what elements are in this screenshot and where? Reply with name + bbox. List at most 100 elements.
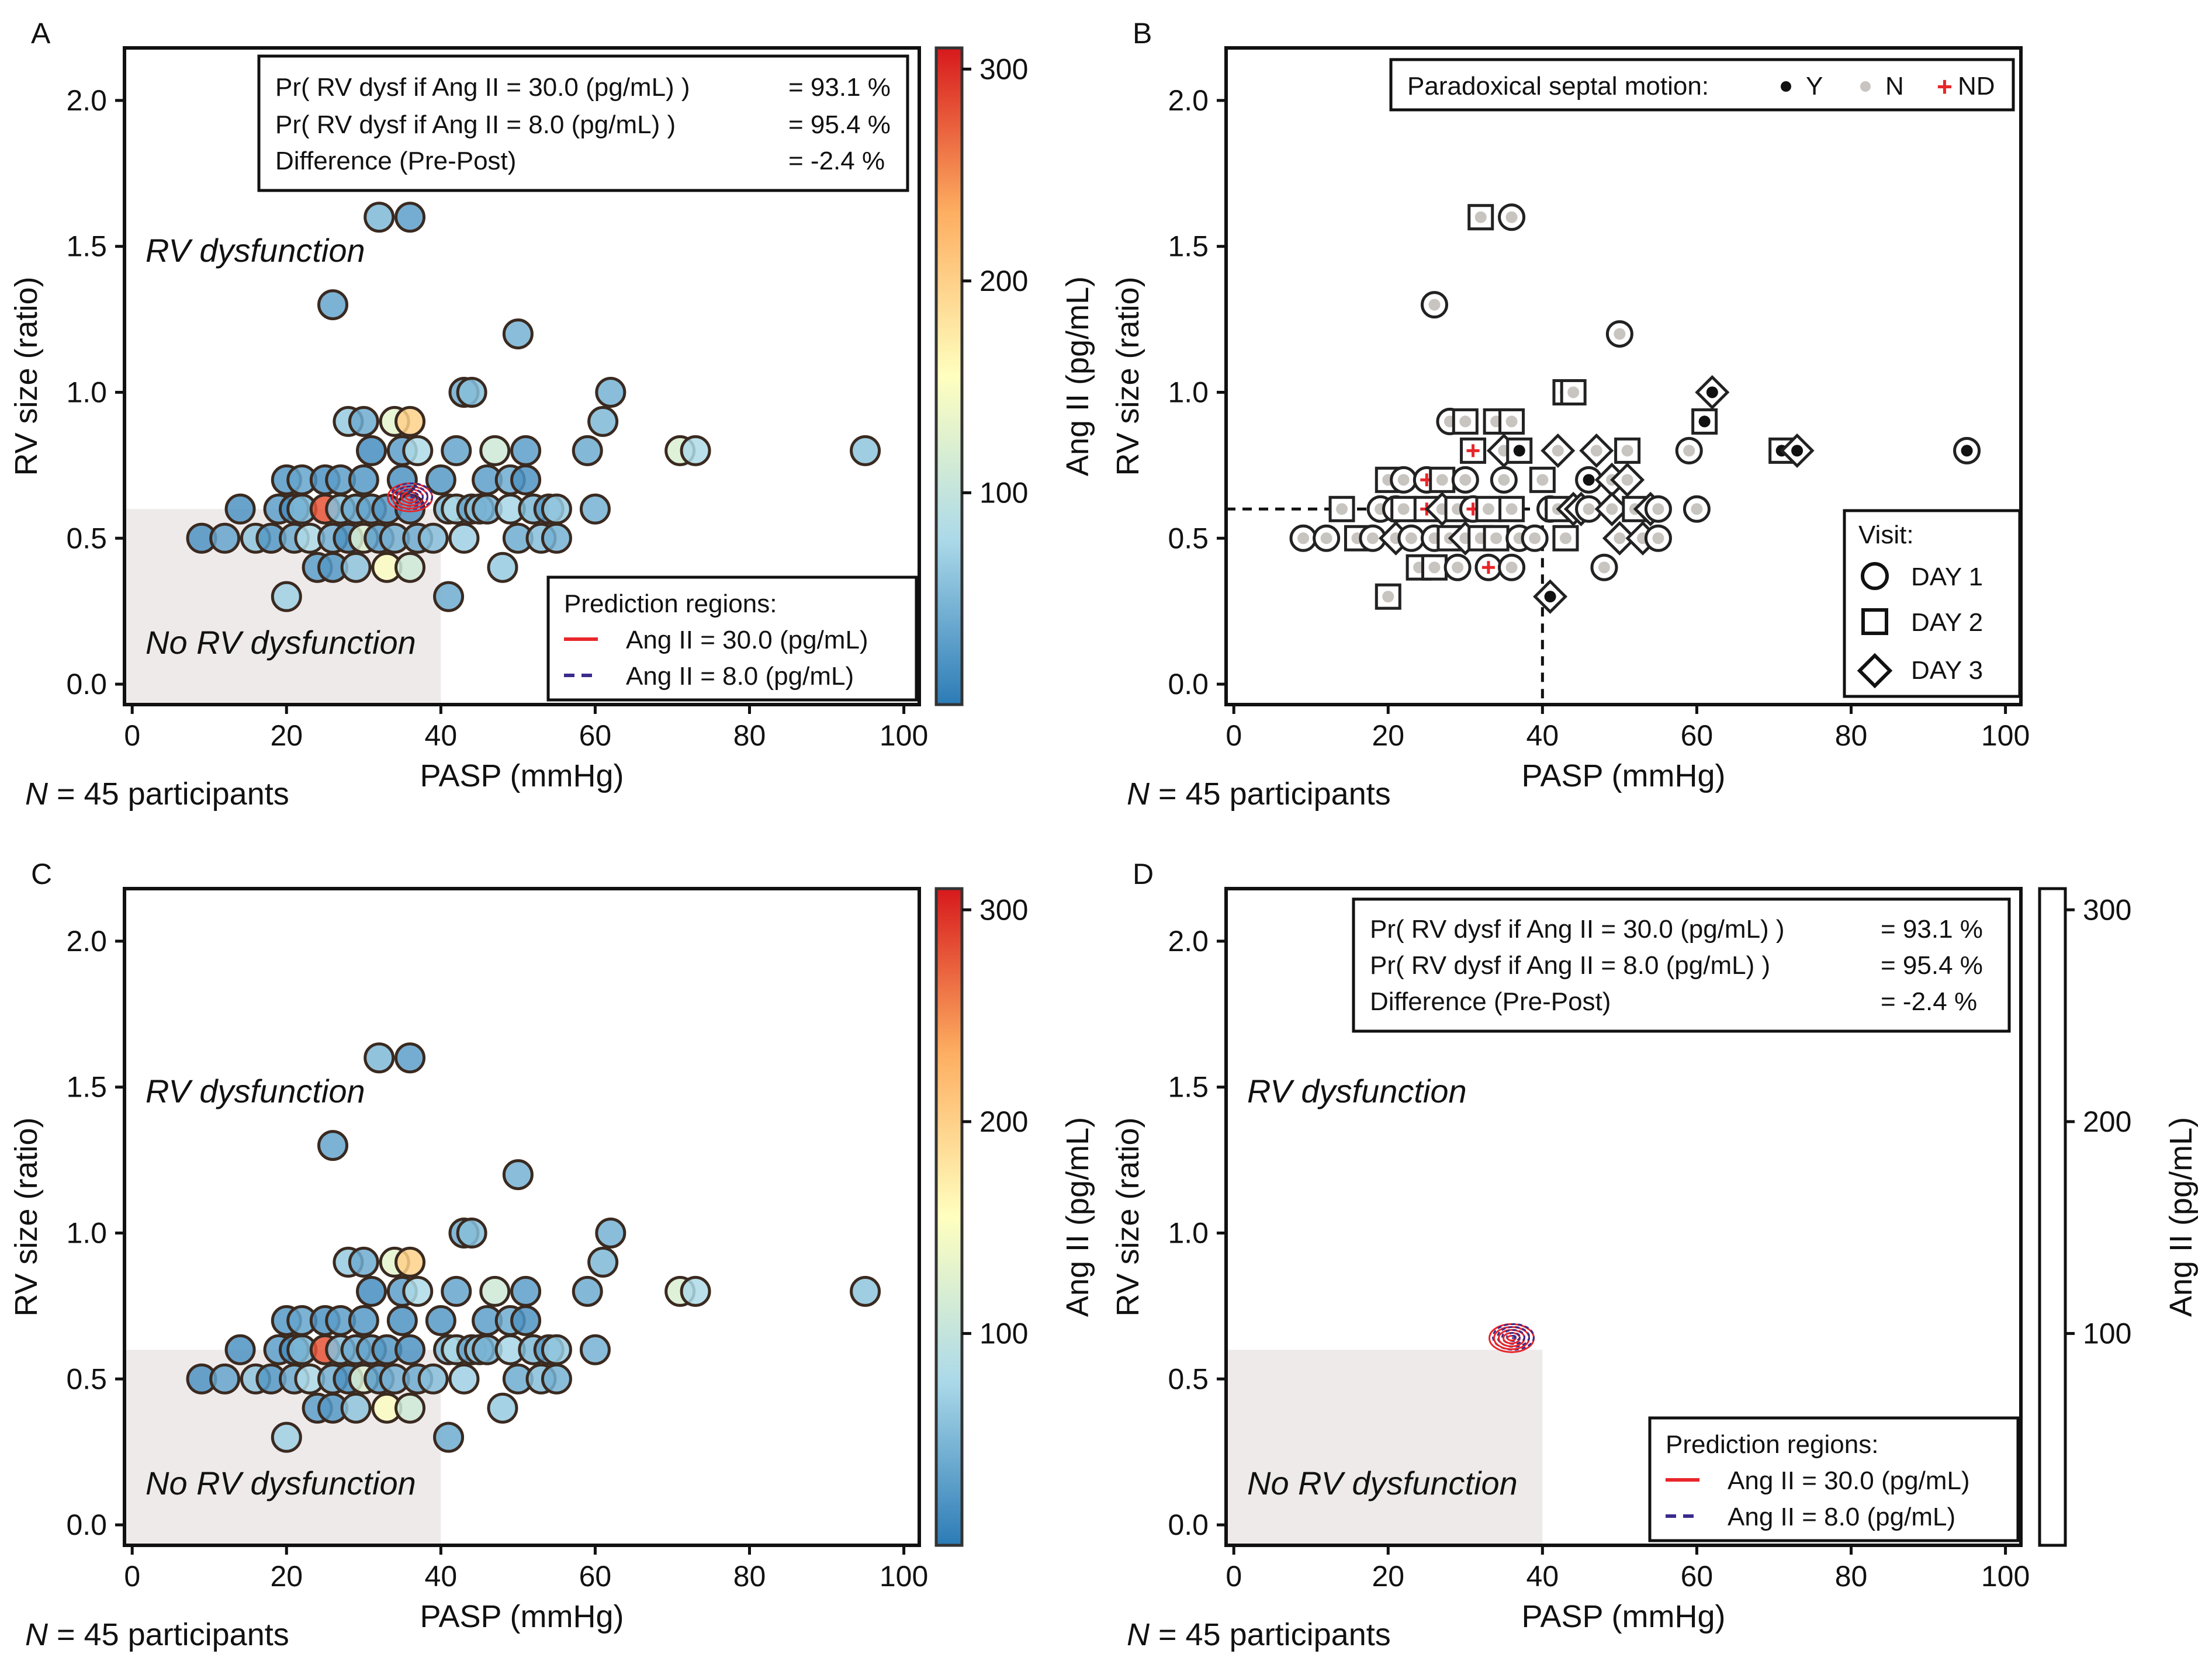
panel-b-septal-marker: [1436, 474, 1448, 486]
prediction-d-legend-item-2: Ang II = 8.0 (pg/mL): [1728, 1503, 1955, 1531]
panel-c-data-point: [587, 1246, 619, 1278]
panel-b-ytick-label: 2.0: [1168, 84, 1209, 117]
panel-c-data-point: [541, 1334, 572, 1365]
panel-a-data-point: [595, 376, 626, 408]
panel-c-ylabel: RV size (ratio): [9, 1117, 44, 1316]
prob-d-value-1: = 93.1 %: [1881, 915, 1983, 944]
panel-a-data-point: [348, 405, 379, 437]
prob-value-1: = 93.1 %: [788, 73, 891, 102]
panel-c-data-point: [364, 1042, 395, 1074]
panel-a-ytick-label: 1.0: [66, 376, 107, 408]
visit-legend-title: Visit:: [1858, 521, 1914, 549]
panel-b-data-point: [1691, 408, 1718, 435]
panel-a: A 0 20 40 60 80 100 0.0 0.5 1.0 1.5 2.0 PASP (mmHg)…: [9, 17, 928, 812]
panel-b-xtick-label: 80: [1835, 719, 1868, 752]
panel-c-data-point: [479, 1275, 511, 1307]
panel-a-data-point: [448, 522, 480, 554]
panel-a-contour-8: [409, 494, 416, 498]
panel-c-xtick-label: 100: [880, 1560, 928, 1593]
panel-c-data-point: [510, 1275, 542, 1307]
panel-a-data-point: [456, 376, 487, 408]
panel-c-data-point: [541, 1363, 572, 1395]
panel-b-septal-marker: [1590, 445, 1602, 457]
panel-c-data-point: [394, 1042, 426, 1074]
panel-c-ytick-label: 0.0: [66, 1509, 107, 1541]
panel-c-data-point: [572, 1275, 603, 1307]
panel-b-data-point: [1498, 495, 1525, 522]
panel-b-septal-marker: [1490, 532, 1503, 545]
panel-d-prediction-contours: [1488, 1323, 1535, 1353]
panel-a-colorbar-tick-label: 300: [979, 53, 1028, 85]
panel-c-data-point: [456, 1217, 487, 1249]
panel-a-data-point: [510, 435, 542, 466]
panel-b-septal-marker: [1614, 328, 1626, 340]
panel-d-xtick-label: 60: [1681, 1560, 1713, 1593]
panel-c-data-point: [441, 1275, 472, 1307]
panel-a-probability-box: Pr( RV dysf if Ang II = 30.0 (pg/mL) ) =…: [257, 54, 909, 192]
panel-c-letter: C: [31, 858, 52, 890]
panel-d-contour-8: [1510, 1334, 1517, 1339]
panel-a-label-rv-dysfunction: RV dysfunction: [146, 232, 365, 269]
panel-c-data-point: [402, 1275, 434, 1307]
panel-a-data-point: [417, 522, 449, 554]
panel-b-ytick-label: 1.5: [1168, 230, 1209, 263]
panel-a-frame: [123, 46, 921, 706]
panel-b-septal-marker: [1474, 211, 1487, 223]
panel-c-xtick-label: 0: [124, 1560, 140, 1593]
panel-a-data-point: [394, 405, 426, 437]
panel-a-data-point: [850, 435, 881, 466]
panel-c-data-point: [340, 1392, 372, 1424]
panel-a-data-point: [572, 435, 603, 466]
panel-b-septal-marker: [1598, 561, 1610, 574]
panel-d-frame: [1224, 887, 2023, 1547]
septal-legend-y-dot: [1781, 81, 1791, 92]
panel-c-data-point: [348, 1305, 379, 1336]
panel-b-septal-marker: [1482, 503, 1494, 515]
panel-b-septal-marker: [1297, 532, 1310, 545]
panel-b-n-note: N = 45 participants: [1127, 776, 1391, 812]
panel-a-axes: 0 20 40 60 80 100 0.0 0.5 1.0 1.5 2.0 PASP (mmHg) RV…: [9, 46, 928, 793]
panel-a-colorbar-tick-label: 200: [979, 265, 1028, 297]
panel-a-ylabel: RV size (ratio): [9, 276, 44, 476]
prob-d-label-2: Pr( RV dysf if Ang II = 8.0 (pg/mL) ): [1370, 951, 1770, 980]
panel-d-prediction-legend: Prediction regions: Ang II = 30.0 (pg/mL…: [1648, 1416, 2020, 1542]
panel-c-data-point: [317, 1130, 349, 1161]
panel-c-label-rv-dysfunction: RV dysfunction: [146, 1073, 365, 1109]
panel-a-data-point: [425, 464, 456, 495]
panel-c-colorbar: 100 200 300 Ang II (pg/mL): [934, 887, 1095, 1547]
septal-legend-title: Paradoxical septal motion:: [1407, 72, 1709, 100]
panel-b-septal-marker: [1652, 532, 1664, 545]
panel-d-region: [1228, 1350, 1543, 1544]
prob-label-1: Pr( RV dysf if Ang II = 30.0 (pg/mL) ): [275, 73, 690, 102]
panel-b-xtick-label: 0: [1226, 719, 1242, 752]
panel-b-septal-marker: [1498, 474, 1510, 486]
panel-d-xtick-label: 40: [1526, 1560, 1559, 1593]
panel-a-prediction-contours: [387, 482, 434, 512]
prob-value-3: = -2.4 %: [788, 147, 885, 175]
panel-c-data-point: [224, 1334, 256, 1365]
prob-d-label-3: Difference (Pre-Post): [1370, 987, 1611, 1016]
panel-d-letter: D: [1133, 858, 1154, 890]
panel-d: D 0 20 40 60 80 100 0.0 0.5 1.0 1.5 2.0 PASP (mmHg)…: [1110, 858, 2030, 1652]
panel-b-points: [1289, 203, 1981, 614]
panel-b-septal-marker: [1459, 474, 1472, 486]
panel-b-septal-marker: [1683, 445, 1695, 457]
panel-d-colorbar-tick-label: 200: [2083, 1105, 2131, 1138]
panel-c: C 0 20 40 60 80 100 0.0 0.5 1.0 1.5 2.0 PASP (mmHg)…: [9, 858, 928, 1652]
septal-legend-n-dot: [1860, 81, 1871, 92]
panel-d-ytick-label: 0.5: [1168, 1362, 1209, 1395]
panel-b-septal-marker: [1382, 591, 1394, 603]
panel-a-data-point: [502, 318, 534, 350]
septal-legend-y: Y: [1806, 72, 1823, 100]
panel-b-septal-marker: [1452, 561, 1464, 574]
panel-b-xtick-label: 100: [1981, 719, 2030, 752]
panel-c-colorbar-tick-label: 200: [979, 1105, 1028, 1138]
prob-d-label-1: Pr( RV dysf if Ang II = 30.0 (pg/mL) ): [1370, 915, 1785, 944]
panel-c-ytick-label: 1.0: [66, 1216, 107, 1249]
panel-b-visit-legend: Visit: DAY 1 DAY 2 DAY 3: [1843, 509, 2021, 698]
panel-b-xtick-label: 40: [1526, 719, 1559, 752]
panel-a-data-point: [402, 435, 434, 466]
panel-b-frame: [1224, 46, 2023, 706]
panel-a-data-point: [441, 435, 472, 466]
